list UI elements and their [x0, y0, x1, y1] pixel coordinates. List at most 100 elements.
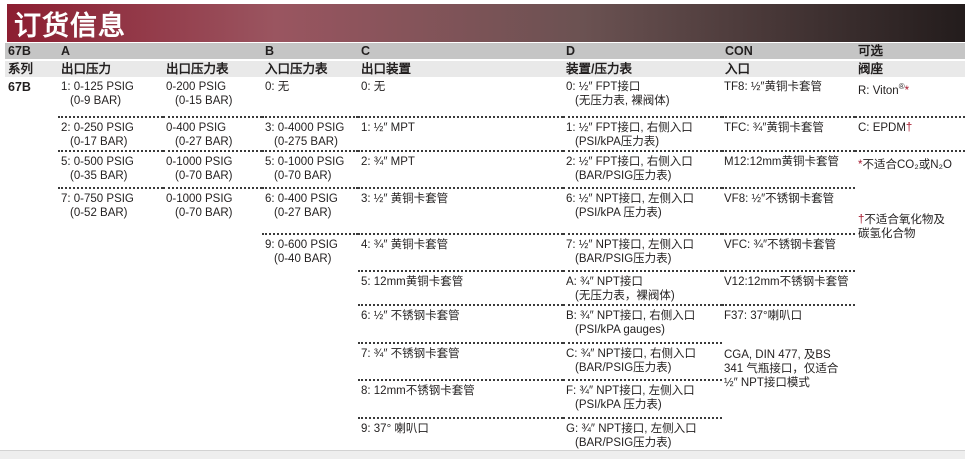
outlet-device-cell: 2: ¾″ MPT	[358, 150, 563, 187]
cell-line: C: ¾″ NPT接口, 右侧入口	[566, 348, 696, 360]
footnote-dagger: †	[905, 122, 913, 134]
inlet-cell: TF8: ½″黄铜卡套管	[724, 81, 822, 93]
cell-line: (0-27 BAR)	[175, 136, 233, 148]
cell-line: (PSI/kPA压力表)	[575, 136, 660, 148]
cell-line: 0: ½″ FPT接口	[566, 81, 641, 93]
cell-line: (0-70 BAR)	[175, 207, 233, 219]
inlet-gauge-cell: 6: 0-400 PSIG (0-27 BAR)	[262, 187, 358, 233]
subheader-outlet-gauge: 出口压力表	[166, 62, 229, 76]
cell-line: A: ¾″ NPT接口	[566, 276, 643, 288]
subheader-device-gauge: 装置/压力表	[566, 62, 632, 76]
outlet-pressure-cell: 1: 0-125 PSIG (0-9 BAR)	[58, 77, 163, 116]
outlet-device-cell: 3: ½″ 黄铜卡套管	[358, 187, 563, 233]
footnote-text: 不适合CO₂或N₂O	[862, 159, 952, 171]
outlet-pressure-cell: 5: 0-500 PSIG (0-35 BAR)	[58, 150, 163, 187]
cell-line: 0-1000 PSIG	[166, 156, 233, 168]
column-header-a: A	[61, 44, 71, 58]
outlet-gauge-cell: 0-1000 PSIG (0-70 BAR)	[163, 187, 262, 233]
outlet-device-cell: 1: ½″ MPT	[358, 116, 563, 150]
seat-viton-cell: R: Viton®*	[855, 77, 965, 116]
inlet-cell: V12:12mm不锈钢卡套管	[722, 270, 855, 304]
device-gauge-cell: 6: ½″ NPT接口, 左侧入口 (PSI/kPA 压力表)	[563, 187, 722, 233]
cell-line: 5: 0-500 PSIG	[61, 156, 134, 168]
seat-option-label: R: Viton	[858, 84, 899, 97]
inlet-cell: M12:12mm黄铜卡套管	[722, 150, 855, 187]
outlet-gauge-cell: 0-200 PSIG (0-15 BAR)	[163, 77, 262, 116]
cell-line: 0-400 PSIG	[166, 122, 227, 134]
cell-line: F: ¾″ NPT接口, 左侧入口	[566, 385, 695, 397]
column-header-c: C	[361, 44, 371, 58]
subheader-inlet: 入口	[725, 62, 751, 76]
cell-line: 0-1000 PSIG	[166, 193, 233, 205]
device-gauge-cell: C: ¾″ NPT接口, 右侧入口 (BAR/PSIG压力表)	[563, 342, 722, 379]
cell-line: 6: ½″ NPT接口, 左侧入口	[566, 193, 695, 205]
cell-line: (无压力表，裸阀体)	[575, 290, 675, 302]
cell-line: 0: 无	[265, 81, 290, 93]
cell-line: 5: 0-1000 PSIG	[265, 156, 345, 168]
inlet-note-cell: CGA, DIN 477, 及BS 341 气瓶接口，仅适合 ½″ NPT接口模…	[724, 349, 839, 389]
subheader-outlet-device: 出口装置	[361, 62, 412, 76]
subheader-seat: 阀座	[858, 62, 884, 76]
inlet-cell: VFC: ¾″不锈钢卡套管	[722, 233, 855, 270]
cell-line: (PSI/kPA 压力表)	[575, 399, 662, 411]
seat-note-co2: *不适合CO₂或N₂O	[855, 150, 965, 187]
cell-line: (PSI/kPA 压力表)	[575, 207, 662, 219]
inlet-cell: TFC: ¾″黄铜卡套管	[722, 116, 855, 150]
footnote-asterisk: *	[904, 84, 910, 97]
cell-line: 1: ½″ FPT接口, 右侧入口	[566, 122, 693, 134]
cell-line: 3: 0-4000 PSIG	[265, 122, 345, 134]
outlet-device-cell: 9: 37° 喇叭口	[358, 417, 563, 450]
cell-line: 6: 0-400 PSIG	[265, 193, 338, 205]
seat-note-oxide: †不适合氧化物及 碳氢化合物	[855, 187, 965, 270]
footnote-asterisk: *	[858, 159, 863, 171]
outlet-device-cell: 8: 12mm不锈钢卡套管	[358, 379, 563, 417]
inlet-cell: VF8: ½″不锈钢卡套管	[722, 187, 855, 233]
cell-line: 1: 0-125 PSIG	[61, 81, 134, 93]
cell-line: (0-275 BAR)	[274, 136, 338, 148]
seat-option-label: C: EPDM	[858, 122, 906, 134]
inlet-cell: F37: 37°喇叭口	[722, 304, 855, 342]
column-header-opt: 可选	[858, 44, 884, 58]
series-code-header: 67B	[8, 44, 31, 58]
column-letter-header-row: 67B A B C D CON 可选	[5, 43, 965, 59]
cell-line: (0-9 BAR)	[70, 95, 122, 107]
cell-line: (BAR/PSIG压力表)	[575, 362, 672, 374]
cell-line: (BAR/PSIG压力表)	[575, 253, 672, 265]
column-header-b: B	[265, 44, 275, 58]
section-banner: 订货信息	[7, 4, 965, 42]
cell-line: (BAR/PSIG压力表)	[575, 170, 672, 182]
inlet-gauge-cell: 9: 0-600 PSIG (0-40 BAR)	[262, 233, 358, 270]
column-header-d: D	[566, 44, 576, 58]
ordering-table: 67B 1: 0-125 PSIG (0-9 BAR) 2: 0-250 PSI…	[5, 77, 965, 450]
series-label: 系列	[8, 62, 34, 76]
cell-line: B: ¾″ NPT接口, 右侧入口	[566, 310, 696, 322]
device-gauge-cell: G: ¾″ NPT接口, 左侧入口 (BAR/PSIG压力表)	[563, 417, 722, 450]
cell-line: 7: 0-750 PSIG	[61, 193, 134, 205]
cell-line: (0-40 BAR)	[274, 253, 332, 265]
series-code-body: 67B	[8, 80, 31, 94]
outlet-device-cell: 0: 无	[361, 81, 386, 93]
cell-line: 2: 0-250 PSIG	[61, 122, 134, 134]
inlet-gauge-cell: 5: 0-1000 PSIG (0-70 BAR)	[262, 150, 358, 187]
outlet-device-cell: 5: 12mm黄铜卡套管	[358, 270, 563, 304]
cell-line: (0-17 BAR)	[70, 136, 128, 148]
outlet-gauge-cell: 0-1000 PSIG (0-70 BAR)	[163, 150, 262, 187]
cell-line: (BAR/PSIG压力表)	[575, 437, 672, 449]
outlet-pressure-cell: 2: 0-250 PSIG (0-17 BAR)	[58, 116, 163, 150]
cell-line: (0-52 BAR)	[70, 207, 128, 219]
cell-line: (PSI/kPA gauges)	[575, 324, 665, 336]
cell-line: 0-200 PSIG	[166, 81, 227, 93]
footnote-dagger: †	[858, 214, 865, 226]
device-gauge-cell: A: ¾″ NPT接口 (无压力表，裸阀体)	[563, 270, 722, 304]
inlet-gauge-cell: 0: 无	[262, 77, 358, 116]
cell-line: (0-27 BAR)	[274, 207, 332, 219]
outlet-pressure-cell: 7: 0-750 PSIG (0-52 BAR)	[58, 187, 163, 233]
device-gauge-cell: 1: ½″ FPT接口, 右侧入口 (PSI/kPA压力表)	[563, 116, 722, 150]
outlet-device-cell: 4: ¾″ 黄铜卡套管	[358, 233, 563, 270]
device-gauge-cell: B: ¾″ NPT接口, 右侧入口 (PSI/kPA gauges)	[563, 304, 722, 342]
page-title: 订货信息	[14, 10, 126, 41]
device-gauge-cell: F: ¾″ NPT接口, 左侧入口 (PSI/kPA 压力表)	[563, 379, 722, 417]
device-gauge-cell: 7: ½″ NPT接口, 左侧入口 (BAR/PSIG压力表)	[563, 233, 722, 270]
cell-line: 7: ½″ NPT接口, 左侧入口	[566, 239, 695, 251]
device-gauge-cell: 2: ½″ FPT接口, 右侧入口 (BAR/PSIG压力表)	[563, 150, 722, 187]
